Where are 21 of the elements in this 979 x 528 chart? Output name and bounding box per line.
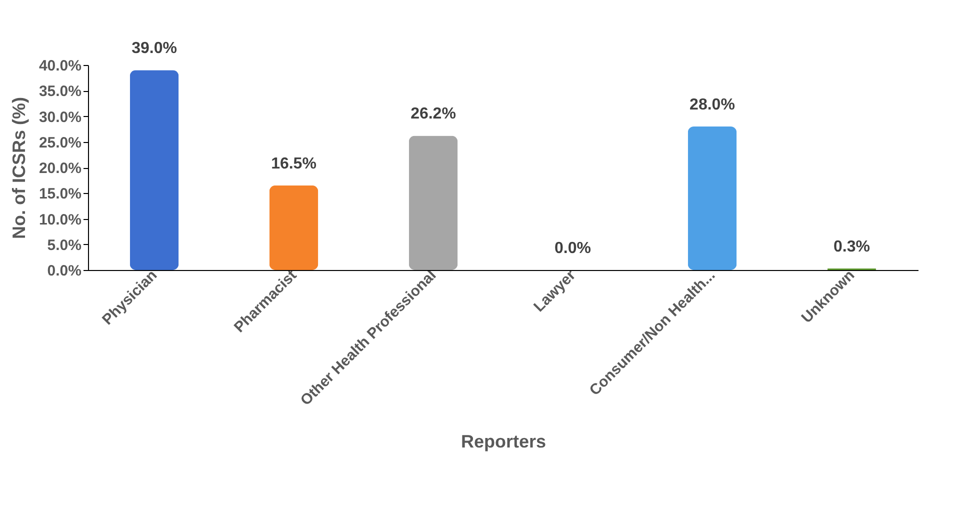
y-tick-label: 0.0% (47, 262, 82, 280)
y-tick-label: 10.0% (38, 211, 82, 228)
y-tick-label: 20.0% (38, 160, 82, 177)
data-label: 28.0% (690, 96, 735, 114)
y-tick-label: 15.0% (38, 186, 82, 203)
data-label: 26.2% (410, 106, 456, 123)
data-label: 0.0% (554, 240, 591, 257)
data-label: 16.5% (271, 155, 316, 172)
y-tick-label: 35.0% (38, 83, 82, 100)
x-axis-title: Reporters (460, 431, 546, 452)
y-tick-label: 30.0% (38, 108, 82, 126)
y-axis-title: No. of ICSRs (%) (8, 97, 29, 239)
bar (688, 126, 737, 270)
bar (130, 70, 179, 270)
y-tick-label: 5.0% (47, 236, 82, 254)
data-label: 39.0% (132, 40, 177, 58)
y-tick-label: 25.0% (38, 134, 82, 152)
bar (408, 136, 458, 270)
data-label: 0.3% (834, 238, 870, 256)
y-tick-label: 40.0% (38, 58, 82, 74)
bar (269, 185, 318, 270)
